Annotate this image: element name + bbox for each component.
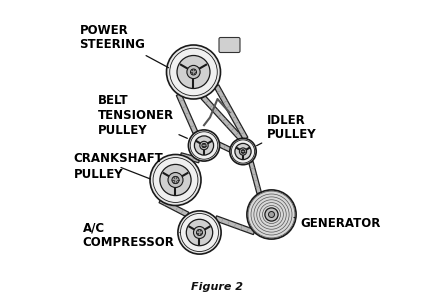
Circle shape — [193, 226, 205, 238]
Text: BELT
TENSIONER
PULLEY: BELT TENSIONER PULLEY — [97, 94, 187, 138]
Polygon shape — [214, 85, 247, 140]
Circle shape — [171, 176, 179, 184]
Circle shape — [199, 141, 208, 150]
Circle shape — [239, 148, 246, 155]
Circle shape — [190, 69, 196, 75]
Circle shape — [196, 230, 202, 236]
Circle shape — [194, 136, 213, 155]
Polygon shape — [159, 198, 188, 217]
Circle shape — [177, 56, 210, 88]
FancyBboxPatch shape — [218, 38, 240, 52]
Circle shape — [178, 211, 220, 254]
Circle shape — [247, 190, 296, 239]
Circle shape — [231, 140, 254, 163]
Circle shape — [188, 130, 219, 161]
Circle shape — [229, 138, 256, 165]
Polygon shape — [176, 93, 197, 134]
Circle shape — [166, 45, 220, 99]
Circle shape — [153, 158, 197, 202]
Circle shape — [190, 132, 217, 159]
Text: CRANKSHAFT
PULLEY: CRANKSHAFT PULLEY — [73, 152, 163, 181]
Polygon shape — [201, 95, 242, 140]
Text: A/C
COMPRESSOR: A/C COMPRESSOR — [82, 221, 180, 250]
Circle shape — [264, 208, 277, 221]
Circle shape — [169, 48, 217, 96]
Text: GENERATOR: GENERATOR — [293, 217, 379, 230]
Text: IDLER
PULLEY: IDLER PULLEY — [256, 113, 316, 146]
Polygon shape — [214, 216, 255, 235]
Circle shape — [180, 214, 218, 251]
Circle shape — [150, 154, 201, 206]
Text: POWER
STEERING: POWER STEERING — [79, 23, 168, 68]
Circle shape — [240, 150, 244, 153]
Polygon shape — [217, 142, 232, 152]
Circle shape — [168, 172, 183, 188]
Circle shape — [268, 212, 274, 218]
Circle shape — [186, 219, 212, 246]
Text: Figure 2: Figure 2 — [191, 283, 243, 292]
Polygon shape — [180, 153, 200, 163]
Circle shape — [201, 143, 206, 148]
Circle shape — [234, 143, 250, 160]
Circle shape — [187, 65, 200, 79]
Polygon shape — [248, 161, 261, 194]
Circle shape — [160, 164, 191, 196]
